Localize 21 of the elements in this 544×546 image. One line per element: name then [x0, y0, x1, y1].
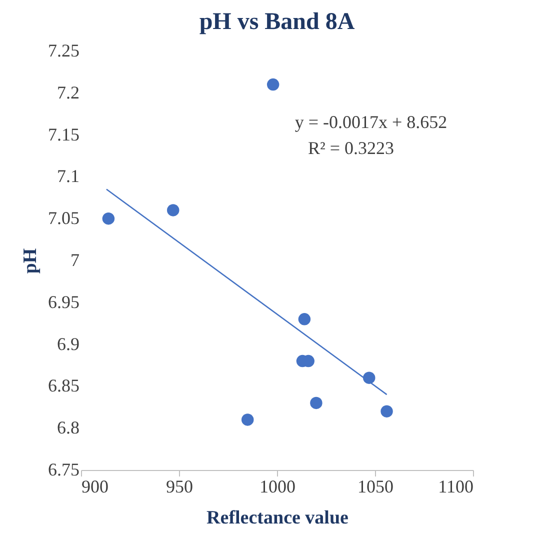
y-tick-label: 6.75: [48, 460, 80, 480]
y-tick-label: 7: [70, 250, 80, 270]
chart-title: pH vs Band 8A: [199, 9, 356, 35]
x-tick-label: 1050: [358, 476, 394, 496]
y-axis-title: pH: [20, 248, 41, 274]
y-tick-label: 6.8: [57, 418, 80, 438]
y-tick-label: 6.9: [57, 334, 80, 354]
y-tick-label: 7.05: [48, 208, 80, 228]
annotation: y = -0.0017x + 8.652: [294, 112, 448, 132]
y-tick-label: 7.15: [48, 124, 80, 144]
y-tick-label: 7.1: [57, 166, 80, 186]
y-tick-label: 7.25: [48, 40, 80, 60]
x-tick-label: 1100: [438, 476, 474, 496]
y-tick-label: 6.95: [48, 292, 80, 312]
x-axis-title: Reflectance value: [206, 508, 348, 528]
y-tick-label: 6.85: [48, 376, 80, 396]
y-tick-label: 7.2: [57, 82, 80, 102]
x-tick-label: 950: [166, 476, 193, 496]
annotation: R² = 0.3223: [308, 138, 394, 158]
x-tick-label: 900: [82, 476, 108, 496]
x-tick-label: 1000: [260, 476, 296, 496]
